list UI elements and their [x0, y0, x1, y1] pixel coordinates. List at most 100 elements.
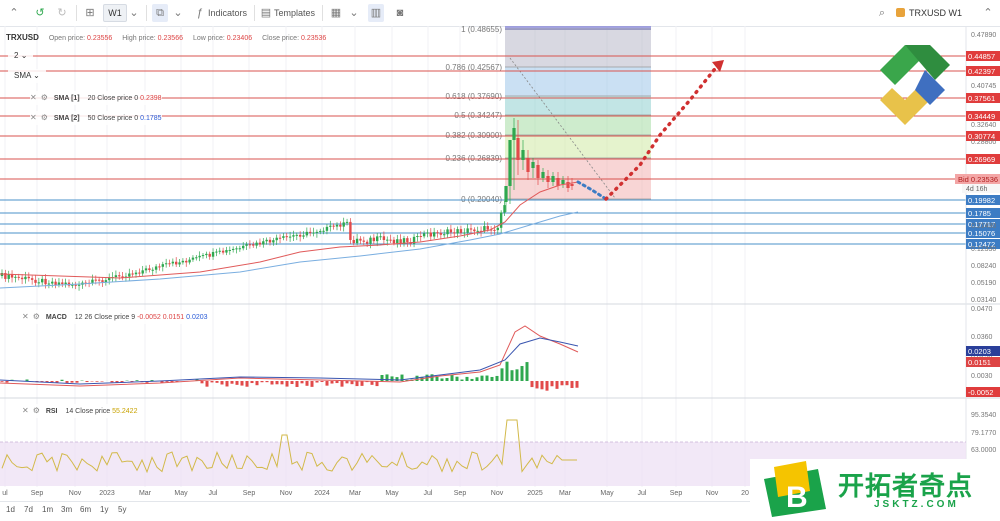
- price-tick-label: 0.47890: [971, 32, 996, 39]
- macd-histogram-bar: [136, 380, 139, 381]
- chevron-down-icon[interactable]: ⌄: [170, 4, 186, 22]
- close-icon[interactable]: ✕: [22, 406, 29, 415]
- macd-histogram-bar: [566, 381, 569, 385]
- layout-count-selector[interactable]: 2 ⌄: [8, 49, 33, 63]
- open-label: Open price:: [49, 35, 85, 42]
- price-tag-label: 0.37561: [968, 94, 995, 103]
- candle-body: [18, 277, 20, 278]
- candle-body: [31, 278, 33, 280]
- macd-name: MACD: [46, 314, 67, 321]
- candle-body: [466, 228, 468, 232]
- fib-zone: [505, 29, 651, 67]
- add-chart-icon[interactable]: ⊞: [82, 4, 98, 22]
- gear-icon[interactable]: ⚙: [41, 113, 48, 122]
- macd-tag-label: -0.0052: [968, 388, 993, 397]
- sma2-legend[interactable]: ✕⚙ SMA [2] 50 Close price 0 0.1785: [30, 111, 162, 125]
- macd-histogram-bar: [511, 370, 514, 381]
- macd-histogram-bar: [71, 381, 74, 383]
- sma1-legend[interactable]: ✕⚙ SMA [1] 20 Close price 0 0.2398: [30, 91, 162, 105]
- macd-histogram-bar: [456, 377, 459, 381]
- toolbar-divider: [322, 5, 323, 21]
- fib-zone: [505, 96, 651, 115]
- period-7d[interactable]: 7d: [24, 505, 33, 514]
- candles-icon[interactable]: ⧉: [152, 4, 168, 22]
- candle-body: [24, 277, 26, 279]
- macd-histogram-bar: [441, 378, 444, 381]
- candle-body: [570, 184, 573, 186]
- candle-body: [61, 282, 63, 284]
- candle-body: [272, 240, 274, 242]
- macd-histogram-bar: [201, 381, 204, 383]
- undo-icon[interactable]: ↺: [32, 4, 48, 22]
- chevron-down-icon[interactable]: ⌄: [346, 4, 362, 22]
- candle-body: [512, 128, 515, 140]
- macd-legend[interactable]: ✕⚙ MACD 12 26 Close price 9 -0.0052 0.01…: [22, 310, 208, 324]
- chevron-up-icon[interactable]: ⌃: [980, 4, 996, 22]
- close-icon[interactable]: ✕: [30, 93, 37, 102]
- macd-histogram-bar: [301, 381, 304, 383]
- period-3m[interactable]: 3m: [61, 505, 72, 514]
- time-tick-label: 20: [741, 490, 749, 497]
- macd-histogram-bar: [271, 381, 274, 384]
- period-1y[interactable]: 1y: [100, 505, 108, 514]
- macd-params: 12 26 Close price 9: [75, 314, 135, 321]
- bar-chart-icon[interactable]: ▥: [368, 4, 384, 22]
- price-tag-label: 0.44857: [968, 52, 995, 61]
- symbol-selector[interactable]: TRXUSD W1: [896, 4, 962, 22]
- collapse-icon[interactable]: ⌃: [6, 4, 22, 22]
- candle-body: [229, 250, 231, 251]
- candle-body: [54, 282, 56, 285]
- chart-type-selector[interactable]: SMA ⌄: [8, 69, 46, 83]
- rsi-name: RSI: [46, 408, 58, 415]
- search-icon[interactable]: ⌕: [874, 4, 890, 22]
- macd-histogram-bar: [466, 377, 469, 381]
- period-1d[interactable]: 1d: [6, 505, 15, 514]
- close-icon[interactable]: ✕: [22, 312, 29, 321]
- macd-histogram-bar: [541, 381, 544, 389]
- candle-body: [446, 229, 448, 234]
- sma2-name: SMA [2]: [54, 115, 80, 122]
- candle-body: [306, 232, 308, 236]
- time-tick-label: Nov: [491, 490, 504, 497]
- price-tick-label: 0.21430: [971, 223, 996, 230]
- period-5y[interactable]: 5y: [118, 505, 126, 514]
- symbol-icon: [896, 8, 905, 17]
- camera-icon[interactable]: ◙: [392, 4, 408, 22]
- macd-histogram-bar: [266, 381, 269, 382]
- macd-histogram-bar: [221, 381, 224, 384]
- period-6m[interactable]: 6m: [80, 505, 91, 514]
- candle-body: [91, 280, 93, 283]
- gear-icon[interactable]: ⚙: [41, 93, 48, 102]
- candle-body: [168, 263, 170, 264]
- close-icon[interactable]: ✕: [30, 113, 37, 122]
- candle-body: [178, 262, 180, 264]
- templates-button[interactable]: ▤Templates: [258, 4, 315, 22]
- candle-body: [477, 231, 479, 232]
- candle-body: [526, 158, 529, 172]
- candle-body: [500, 212, 502, 227]
- svg-text:B: B: [786, 481, 808, 514]
- candle-body: [51, 282, 53, 284]
- period-1m[interactable]: 1m: [42, 505, 53, 514]
- candle-body: [309, 232, 311, 233]
- macd-histogram-bar: [546, 381, 549, 391]
- candle-body: [366, 242, 368, 244]
- macd-histogram-bar: [346, 381, 349, 383]
- rsi-legend[interactable]: ✕⚙ RSI 14 Close price 55.2422: [22, 404, 137, 418]
- chevron-down-icon[interactable]: ⌄: [126, 4, 142, 22]
- redo-icon[interactable]: ↻: [54, 4, 70, 22]
- timeframe-button[interactable]: W1: [103, 4, 127, 22]
- candle-body: [521, 150, 524, 160]
- gear-icon[interactable]: ⚙: [33, 312, 40, 321]
- fib-level-label: 1 (0.48655): [461, 26, 502, 34]
- candle-body: [225, 250, 227, 253]
- time-tick-label: Sep: [31, 490, 44, 497]
- macd-histogram-bar: [326, 381, 329, 386]
- macd-histogram-bar: [476, 377, 479, 381]
- price-tick-label: 0.28800: [971, 139, 996, 146]
- gear-icon[interactable]: ⚙: [33, 406, 40, 415]
- calendar-icon[interactable]: ▦: [328, 4, 344, 22]
- macd-histogram-bar: [561, 381, 564, 385]
- candle-body: [440, 233, 442, 235]
